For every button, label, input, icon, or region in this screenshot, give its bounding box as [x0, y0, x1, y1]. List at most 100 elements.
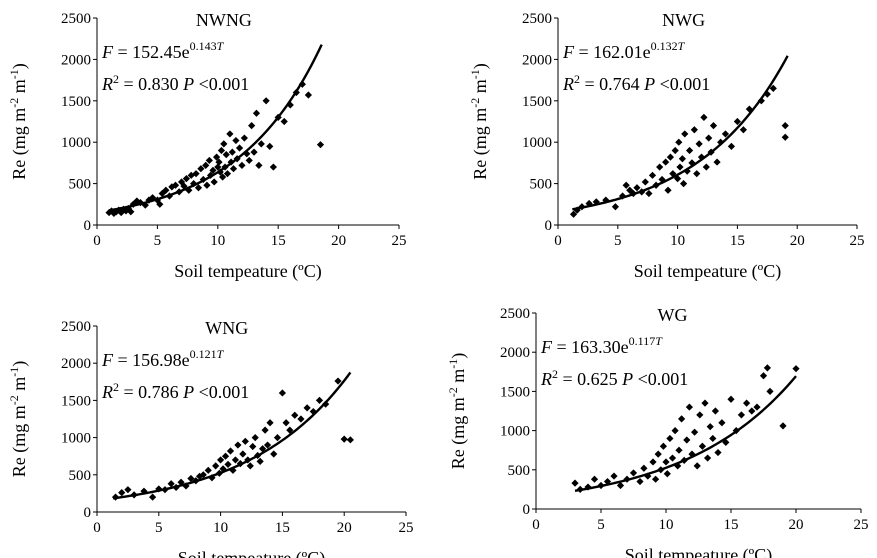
fit-equation: F = 162.01e0.132T — [562, 39, 686, 62]
data-point — [590, 475, 599, 483]
x-axis-label: Soil tempeature (ºC) — [178, 548, 326, 558]
data-point — [224, 460, 232, 468]
data-point — [769, 84, 777, 92]
x-tick-label: 10 — [210, 233, 225, 249]
x-tick-label: 20 — [789, 517, 804, 533]
data-point — [685, 403, 693, 411]
data-point — [269, 163, 277, 171]
data-point — [259, 445, 267, 453]
data-point — [690, 126, 698, 134]
data-point — [709, 434, 717, 443]
y-tick-label: 2500 — [61, 319, 91, 335]
y-tick-label: 2500 — [61, 11, 91, 27]
data-point — [270, 450, 278, 458]
y-tick-label: 1000 — [500, 424, 530, 440]
data-point — [649, 458, 657, 466]
data-point — [662, 458, 670, 466]
data-point — [636, 477, 644, 486]
data-point — [245, 156, 253, 165]
data-point — [676, 163, 684, 171]
data-point — [280, 117, 288, 126]
fit-equation: F = 156.98e0.121T — [101, 347, 225, 370]
x-tick-label: 25 — [854, 517, 869, 533]
y-tick-label: 2000 — [61, 52, 91, 68]
data-point — [704, 454, 712, 462]
y-tick-label: 500 — [69, 177, 92, 193]
y-tick-label: 1500 — [61, 94, 91, 110]
data-point — [759, 372, 768, 380]
data-point — [737, 411, 745, 419]
data-point — [693, 462, 701, 470]
data-point — [743, 399, 751, 407]
panel-title: WNG — [205, 318, 248, 338]
y-tick-label: 500 — [508, 463, 531, 479]
data-point — [616, 481, 625, 490]
data-point — [124, 486, 132, 494]
data-point — [681, 130, 689, 138]
data-point — [221, 452, 230, 460]
data-point — [241, 437, 249, 445]
panel-title: WG — [658, 305, 688, 325]
data-point — [162, 186, 170, 194]
data-point — [252, 109, 261, 117]
data-point — [235, 144, 244, 152]
data-point — [611, 203, 620, 211]
data-point — [592, 198, 600, 206]
data-point — [666, 434, 674, 443]
data-point — [105, 208, 113, 217]
data-point — [763, 364, 771, 372]
data-point — [675, 446, 683, 454]
chart-panel: 0 500 1000 1500 2000 2500 0 5 10 15 20 25 Soil tempe… — [446, 305, 869, 558]
data-point — [303, 404, 311, 412]
data-point — [685, 146, 694, 155]
data-point — [282, 419, 290, 427]
data-point — [700, 113, 708, 121]
data-point — [779, 422, 787, 430]
data-point — [232, 136, 240, 145]
data-point — [273, 434, 282, 442]
data-point — [584, 483, 592, 491]
data-point — [226, 447, 235, 455]
fit-stats: R2 = 0.830 P <0.001 — [101, 72, 249, 94]
x-tick-label: 5 — [614, 233, 622, 249]
x-tick-label: 25 — [850, 233, 865, 249]
data-point — [231, 456, 240, 464]
data-point — [781, 133, 789, 141]
data-point — [671, 146, 679, 155]
data-point — [219, 465, 227, 473]
data-point — [212, 462, 220, 470]
data-point — [167, 480, 175, 488]
data-point — [753, 403, 761, 411]
data-point — [266, 419, 274, 427]
data-point — [215, 158, 223, 166]
x-tick-label: 25 — [399, 520, 414, 536]
x-tick-label: 5 — [154, 233, 162, 249]
data-point — [256, 457, 264, 466]
data-point — [286, 426, 294, 434]
y-axis-label: Re (mg m-2 m-1) — [7, 63, 30, 180]
x-tick-label: 20 — [331, 233, 346, 249]
panel-title: NWNG — [196, 10, 252, 30]
data-point — [263, 441, 272, 449]
data-point — [706, 423, 714, 431]
data-point — [223, 170, 232, 178]
data-point — [248, 122, 256, 130]
data-point — [745, 105, 753, 113]
data-point — [194, 184, 203, 192]
data-point — [705, 134, 713, 142]
data-point — [140, 487, 148, 495]
data-point — [346, 436, 354, 444]
data-point — [781, 122, 789, 130]
data-point — [757, 97, 765, 105]
data-point — [727, 395, 735, 403]
data-point — [177, 478, 185, 486]
fit-curve — [574, 375, 797, 492]
y-tick-label: 1500 — [500, 384, 530, 400]
x-tick-label: 10 — [659, 517, 674, 533]
data-point — [695, 140, 703, 148]
data-point — [709, 122, 718, 130]
data-point — [217, 146, 226, 155]
data-point — [691, 428, 699, 436]
data-point — [678, 155, 686, 163]
